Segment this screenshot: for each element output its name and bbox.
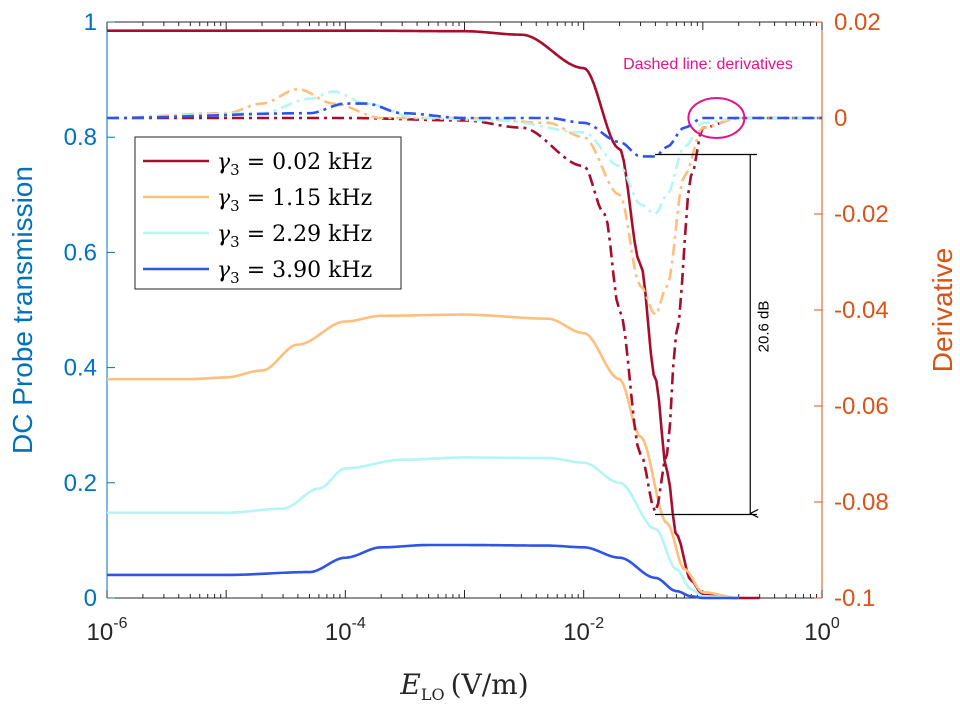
series-line-7 xyxy=(107,102,822,158)
legend-label: γ3 = 3.90 kHz xyxy=(217,258,372,287)
right-y-tick-label: 0 xyxy=(834,105,847,132)
derivatives-note: Dashed line: derivatives xyxy=(623,56,793,73)
legend: γ3 = 0.02 kHz γ3 = 1.15 kHz γ3 = 2.29 kHz γ… xyxy=(134,136,402,290)
right-y-tick-label: -0.04 xyxy=(834,297,889,324)
x-tick-label: 10-4 xyxy=(325,615,366,646)
series-layer xyxy=(106,29,822,600)
left-axis-title: DC Probe transmission xyxy=(7,166,38,454)
left-y-tick-label: 0.4 xyxy=(64,355,97,382)
x-tick-label: 10-6 xyxy=(87,615,128,646)
annotation-layer: Dashed line: derivatives 20.6 dB xyxy=(623,56,793,514)
right-y-tick-label: -0.1 xyxy=(834,585,875,612)
db-label: 20.6 dB xyxy=(755,301,772,353)
x-axis-title: ELO (V/m) xyxy=(399,668,528,704)
right-y-tick-label: 0.02 xyxy=(834,9,881,36)
legend-label: γ3 = 0.02 kHz xyxy=(217,150,372,179)
right-y-tick-label: -0.08 xyxy=(834,489,889,516)
x-tick-label: 10-2 xyxy=(563,615,604,646)
right-axis-title: Derivative xyxy=(927,248,958,372)
left-y-tick-label: 0.6 xyxy=(64,239,97,266)
left-y-tick-label: 1 xyxy=(84,9,97,36)
legend-label: γ3 = 2.29 kHz xyxy=(217,222,372,251)
left-y-tick-label: 0.2 xyxy=(64,470,97,497)
legend-box xyxy=(134,136,402,290)
legend-label: γ3 = 1.15 kHz xyxy=(217,186,372,215)
right-y-tick-label: -0.02 xyxy=(834,201,889,228)
highlight-circle xyxy=(687,97,746,139)
series-line-3 xyxy=(107,543,739,600)
left-y-tick-label: 0.8 xyxy=(64,124,97,151)
series-line-2 xyxy=(107,456,739,600)
x-tick-label: 100 xyxy=(804,615,840,646)
series-line-0 xyxy=(107,29,760,600)
right-y-tick-label: -0.06 xyxy=(834,393,889,420)
left-y-tick-label: 0 xyxy=(84,585,97,612)
